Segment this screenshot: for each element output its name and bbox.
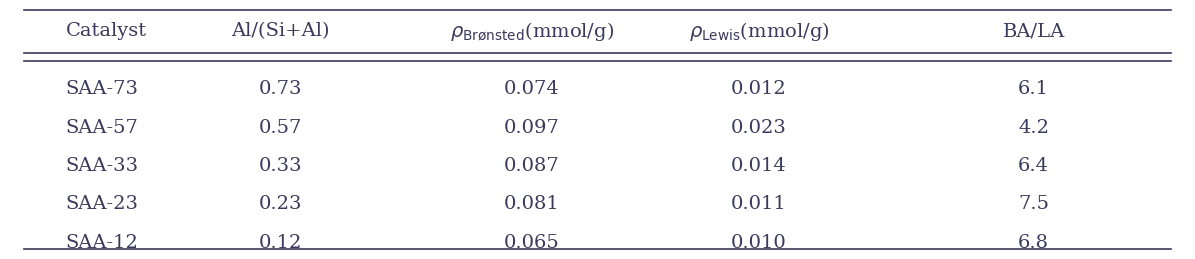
Text: SAA-57: SAA-57 xyxy=(66,119,139,137)
Text: 0.33: 0.33 xyxy=(259,157,302,175)
Text: 4.2: 4.2 xyxy=(1018,119,1049,137)
Text: 0.074: 0.074 xyxy=(504,80,559,98)
Text: 0.57: 0.57 xyxy=(259,119,302,137)
Text: 0.081: 0.081 xyxy=(504,195,559,213)
Text: 0.011: 0.011 xyxy=(731,195,786,213)
Text: 0.023: 0.023 xyxy=(731,119,786,137)
Text: 0.097: 0.097 xyxy=(504,119,559,137)
Text: SAA-23: SAA-23 xyxy=(66,195,139,213)
Text: 0.014: 0.014 xyxy=(731,157,786,175)
Text: 0.73: 0.73 xyxy=(259,80,302,98)
Text: 6.4: 6.4 xyxy=(1018,157,1049,175)
Text: 0.012: 0.012 xyxy=(731,80,786,98)
Text: 0.23: 0.23 xyxy=(259,195,302,213)
Text: 6.8: 6.8 xyxy=(1018,234,1049,252)
Text: Al/(Si+Al): Al/(Si+Al) xyxy=(232,22,330,40)
Text: SAA-73: SAA-73 xyxy=(66,80,139,98)
Text: Catalyst: Catalyst xyxy=(66,22,147,40)
Text: BA/LA: BA/LA xyxy=(1003,22,1065,40)
Text: SAA-33: SAA-33 xyxy=(66,157,139,175)
Text: 0.065: 0.065 xyxy=(504,234,559,252)
Text: $\rho_{\rm Lewis}$(mmol/g): $\rho_{\rm Lewis}$(mmol/g) xyxy=(688,20,829,42)
Text: $\rho_{\rm Br{\o}nsted}$(mmol/g): $\rho_{\rm Br{\o}nsted}$(mmol/g) xyxy=(449,20,614,42)
Text: SAA-12: SAA-12 xyxy=(66,234,139,252)
Text: 6.1: 6.1 xyxy=(1018,80,1049,98)
Text: 7.5: 7.5 xyxy=(1018,195,1049,213)
Text: 0.12: 0.12 xyxy=(259,234,302,252)
Text: 0.087: 0.087 xyxy=(504,157,559,175)
Text: 0.010: 0.010 xyxy=(731,234,786,252)
